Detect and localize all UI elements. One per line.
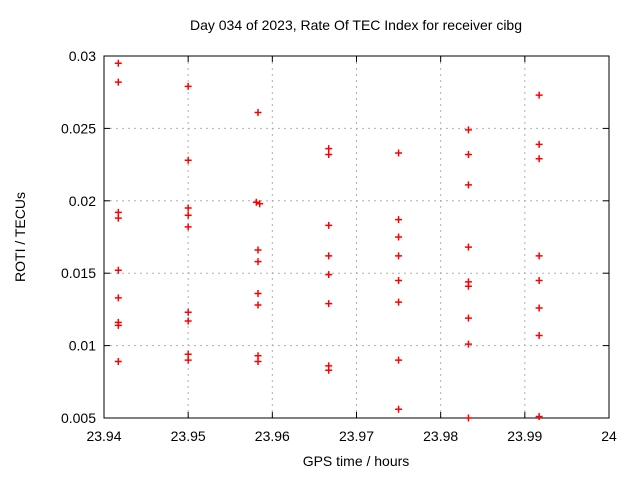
data-point-marker — [114, 358, 122, 366]
data-point-marker — [254, 289, 262, 297]
data-point-marker — [325, 366, 333, 374]
data-point-marker — [395, 233, 403, 241]
data-point-marker — [256, 200, 264, 208]
x-tick-label: 23.94 — [86, 428, 121, 444]
gridlines — [104, 56, 609, 418]
data-point-marker — [464, 150, 472, 158]
y-tick-label: 0.03 — [69, 48, 96, 64]
data-point-marker — [184, 204, 192, 212]
x-tick-label: 23.99 — [507, 428, 542, 444]
data-point-marker — [395, 356, 403, 364]
tick-labels: 23.94 23.95 23.96 23.97 23.98 23.99 24 0.005 0.0… — [61, 48, 617, 444]
data-point-marker — [254, 258, 262, 266]
data-point-marker — [184, 317, 192, 325]
y-tick-label: 0.01 — [69, 338, 96, 354]
chart-title: Day 034 of 2023, Rate Of TEC Index for r… — [190, 17, 522, 33]
x-tick-label: 23.98 — [423, 428, 458, 444]
data-point-marker — [395, 216, 403, 224]
y-axis-label: ROTI / TECUs — [12, 192, 28, 282]
data-point-marker — [535, 252, 543, 260]
data-point-marker — [535, 140, 543, 148]
x-tick-label: 23.96 — [255, 428, 290, 444]
data-point-marker — [464, 314, 472, 322]
y-tick-label: 0.025 — [61, 120, 96, 136]
data-point-marker — [114, 321, 122, 329]
data-point-marker — [114, 78, 122, 86]
data-point-marker — [184, 223, 192, 231]
data-point-marker — [464, 243, 472, 251]
data-point-marker — [395, 298, 403, 306]
data-point-marker — [325, 150, 333, 158]
x-axis-label: GPS time / hours — [303, 453, 410, 469]
data-point-marker — [395, 405, 403, 413]
x-tick-label: 23.95 — [171, 428, 206, 444]
data-point-marker — [114, 294, 122, 302]
y-tick-label: 0.02 — [69, 193, 96, 209]
data-point-marker — [535, 91, 543, 99]
data-point-marker — [184, 82, 192, 90]
data-point-marker — [254, 108, 262, 116]
data-point-marker — [254, 358, 262, 366]
data-point-marker — [464, 126, 472, 134]
data-point-marker — [184, 308, 192, 316]
data-point-marker — [254, 301, 262, 309]
plot-border — [103, 55, 610, 419]
data-point-marker — [114, 59, 122, 67]
data-point-marker — [325, 252, 333, 260]
x-tick-label: 24 — [601, 428, 617, 444]
data-point-marker — [325, 221, 333, 229]
data-point-marker — [395, 276, 403, 284]
data-point-marker — [395, 149, 403, 157]
data-point-marker — [325, 271, 333, 279]
data-point-marker — [464, 414, 472, 422]
x-tick-label: 23.97 — [339, 428, 374, 444]
data-point-marker — [535, 331, 543, 339]
data-point-marker — [325, 300, 333, 308]
data-point-marker — [254, 246, 262, 254]
data-point-marker — [464, 282, 472, 290]
data-point-marker — [184, 156, 192, 164]
y-tick-label: 0.015 — [61, 265, 96, 281]
data-point-marker — [464, 340, 472, 348]
data-point-marker — [114, 214, 122, 222]
data-points — [114, 59, 543, 422]
data-point-marker — [464, 181, 472, 189]
data-point-marker — [114, 266, 122, 274]
data-point-marker — [252, 198, 260, 206]
y-tick-label: 0.005 — [61, 410, 96, 426]
data-point-marker — [395, 252, 403, 260]
data-point-marker — [535, 276, 543, 284]
data-point-marker — [535, 304, 543, 312]
data-point-marker — [535, 155, 543, 163]
data-point-marker — [184, 211, 192, 219]
data-point-marker — [535, 413, 543, 421]
data-point-marker — [184, 356, 192, 364]
